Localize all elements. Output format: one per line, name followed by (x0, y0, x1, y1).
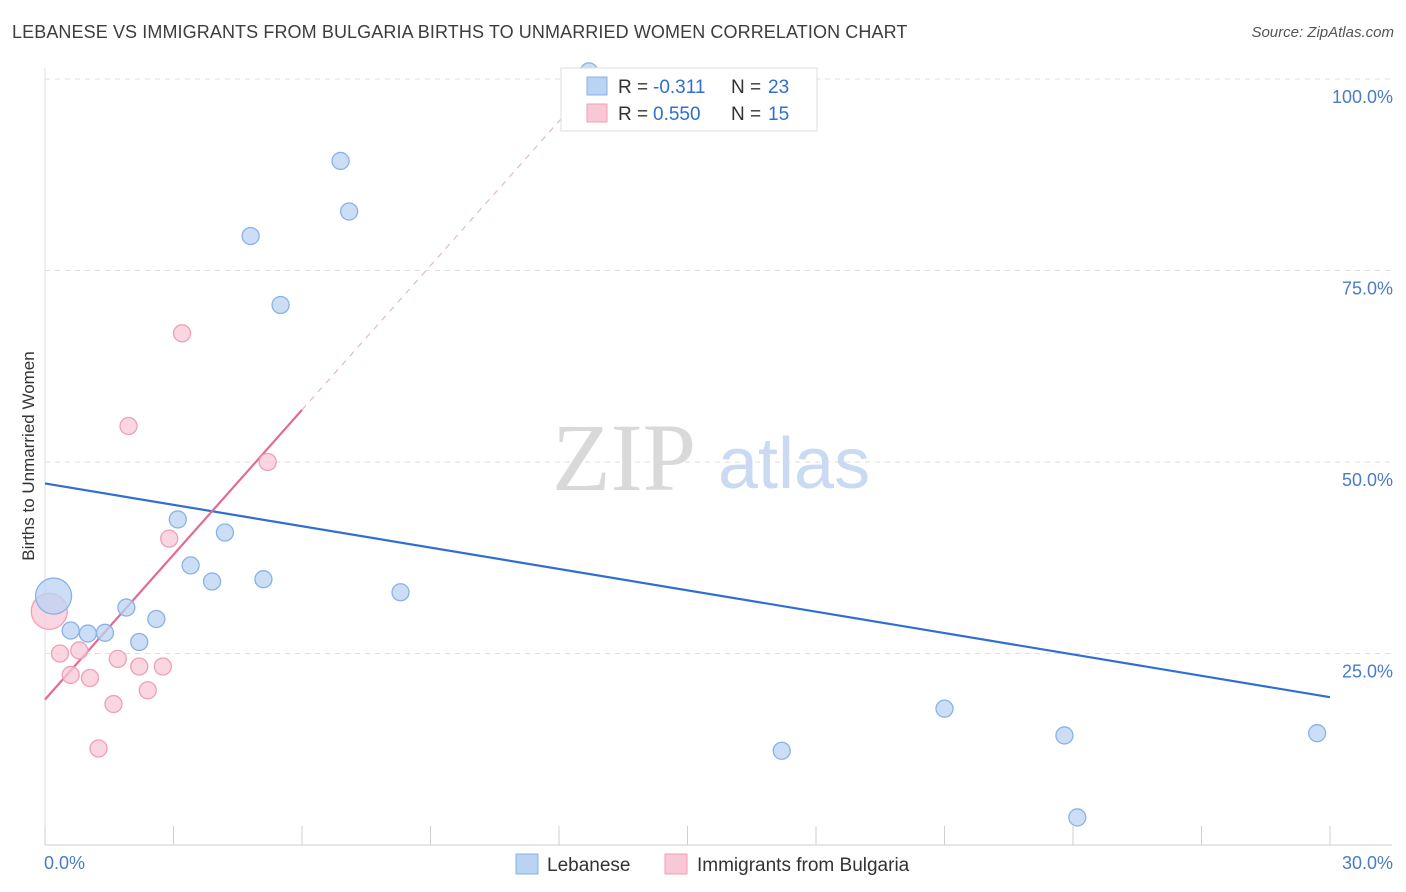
point-bulgaria-2 (61, 665, 80, 685)
bottom-legend: Lebanese Immigrants from Bulgaria (515, 853, 910, 876)
chart-source: Source: ZipAtlas.com (1251, 24, 1394, 41)
trend-line-bulgaria-extension (301, 101, 577, 411)
point-lebanese-19 (935, 699, 954, 718)
y-tick-label-50: 50.0% (1342, 470, 1393, 490)
point-bulgaria-1 (50, 644, 70, 663)
x-tick-label-end: 30.0% (1342, 853, 1393, 873)
point-bulgaria-3 (70, 641, 89, 660)
point-lebanese-20 (1055, 726, 1074, 745)
point-bulgaria-5 (89, 739, 108, 758)
legend-label-bulgaria: Immigrants from Bulgaria (697, 855, 910, 876)
stats-legend-r-value-lebanese: -0.311 (653, 77, 705, 98)
point-lebanese-3 (95, 623, 115, 642)
point-bulgaria-7 (108, 649, 127, 669)
point-lebanese-7 (168, 510, 187, 529)
point-lebanese-22 (1308, 724, 1327, 743)
y-tick-label-25: 25.0% (1342, 662, 1393, 682)
stats-legend-n-label-lebanese: N = (731, 77, 761, 98)
point-lebanese-18 (772, 741, 791, 760)
stats-legend-r-value-bulgaria: 0.550 (653, 104, 701, 125)
point-bulgaria-11 (153, 657, 172, 676)
stats-legend-r-label-lebanese: R = (618, 77, 648, 98)
axes: 25.0% 50.0% 75.0% 100.0% 0.0% 30.0% (44, 68, 1393, 873)
point-lebanese-13 (271, 295, 290, 315)
grid-lines (45, 78, 1392, 654)
point-bulgaria-4 (80, 668, 100, 688)
point-bulgaria-6 (104, 694, 123, 714)
stats-legend-r-label-bulgaria: R = (618, 104, 648, 125)
point-lebanese-11 (241, 226, 260, 246)
point-lebanese-2 (78, 624, 97, 643)
point-bulgaria-12 (160, 529, 179, 548)
point-lebanese-15 (339, 202, 359, 221)
watermark-zip: ZIP (552, 404, 696, 511)
point-bulgaria-13 (172, 324, 192, 343)
point-lebanese-10 (215, 523, 235, 542)
trend-line-lebanese (44, 482, 1331, 699)
point-lebanese-0 (34, 577, 73, 615)
legend-label-lebanese: Lebanese (547, 855, 630, 876)
trend-lines (44, 101, 1331, 701)
legend-swatch-bulgaria (664, 853, 688, 875)
point-bulgaria-9 (130, 657, 149, 676)
point-lebanese-5 (130, 632, 149, 652)
point-lebanese-1 (61, 621, 80, 640)
point-lebanese-14 (331, 151, 350, 171)
y-axis-label: Births to Unmarried Women (19, 351, 38, 560)
legend-swatch-lebanese (515, 853, 539, 875)
x-tick-label-start: 0.0% (44, 853, 85, 873)
data-points (30, 62, 1327, 827)
point-lebanese-4 (117, 598, 136, 617)
y-tick-label-75: 75.0% (1342, 279, 1393, 299)
point-lebanese-9 (202, 572, 222, 591)
point-lebanese-21 (1068, 808, 1087, 827)
stats-legend-swatch-bulgaria (586, 103, 608, 123)
watermark-atlas: atlas (718, 424, 870, 504)
point-lebanese-6 (147, 609, 166, 629)
stats-legend-n-value-bulgaria: 15 (768, 104, 789, 125)
stats-legend-swatch-lebanese (586, 76, 608, 96)
point-lebanese-8 (181, 556, 200, 575)
point-bulgaria-14 (258, 452, 277, 472)
y-tick-label-100: 100.0% (1332, 87, 1393, 107)
point-lebanese-16 (391, 583, 410, 602)
watermark: ZIP atlas (552, 404, 870, 511)
point-bulgaria-10 (138, 681, 157, 700)
chart-title: LEBANESE VS IMMIGRANTS FROM BULGARIA BIR… (12, 22, 908, 42)
stats-legend-n-label-bulgaria: N = (731, 104, 761, 125)
stats-legend-n-value-lebanese: 23 (768, 77, 789, 98)
point-lebanese-12 (254, 570, 273, 589)
point-bulgaria-8 (119, 416, 138, 436)
stats-legend: R = -0.311 N = 23 R = 0.550 N = 15 (560, 67, 818, 132)
